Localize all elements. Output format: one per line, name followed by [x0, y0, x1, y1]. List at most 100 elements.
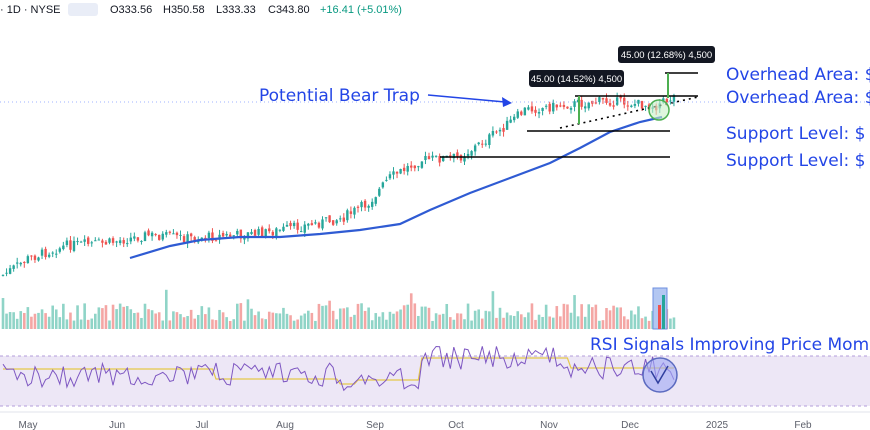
candle-body [62, 245, 65, 250]
candle-body [431, 155, 434, 158]
volume-bar [317, 303, 321, 329]
rsi-highlight-circle [642, 357, 678, 393]
volume-bar [72, 320, 76, 329]
volume-bar [232, 319, 236, 329]
volume-bar [79, 319, 83, 329]
volume-bar [307, 310, 310, 329]
volume-bar [392, 313, 395, 329]
volume-bar [12, 312, 15, 329]
volume-bar [363, 310, 367, 329]
volume-bar [452, 319, 456, 329]
candle-body [147, 230, 150, 236]
candle-body [402, 167, 406, 172]
volume-bar [644, 316, 647, 329]
candle-body [94, 240, 97, 242]
volume-bar [260, 318, 264, 329]
candle-body [342, 217, 345, 222]
volume-bar [378, 316, 381, 329]
candle-body [161, 233, 164, 240]
volume-bar [630, 310, 633, 329]
candle-body [527, 107, 530, 110]
candle-body [143, 232, 147, 242]
volume-bar [445, 303, 449, 329]
volume-bar [619, 307, 622, 329]
candle-body [140, 240, 143, 242]
rsi-band [0, 356, 870, 406]
volume-bar [182, 317, 186, 329]
candle-body [498, 129, 502, 132]
x-tick-label: Dec [621, 420, 639, 430]
volume-bar [427, 307, 431, 329]
candle-body [615, 97, 619, 105]
volume-bar [491, 291, 495, 329]
candle-body [97, 239, 101, 241]
volume-bar [456, 313, 459, 329]
symbol-label[interactable]: · 1D · NYSE [0, 4, 61, 16]
candle-body [253, 230, 257, 236]
candle-body [548, 103, 551, 112]
volume-bar [246, 299, 250, 329]
candle-body [76, 241, 79, 243]
candle-body [182, 236, 186, 243]
candle-body [303, 224, 306, 233]
candle-body [90, 242, 93, 244]
volume-bar [189, 309, 193, 329]
volume-bar [154, 313, 157, 329]
visibility-toggle-button[interactable] [68, 3, 98, 16]
volume-bar [129, 309, 133, 329]
volume-bar [541, 316, 544, 329]
volume-bar [186, 316, 189, 329]
volume-bar [662, 295, 665, 329]
volume-bar [399, 309, 402, 329]
candle-body [285, 224, 289, 227]
bear-trap-arrowhead [502, 97, 512, 107]
candle-body [58, 248, 61, 252]
candle-body [584, 106, 587, 109]
support-label-lower: Support Level: $ [726, 151, 865, 171]
volume-bar [143, 303, 147, 329]
volume-bar [431, 320, 434, 329]
candle-body [381, 182, 385, 188]
volume-bar [463, 319, 466, 329]
volume-bar [420, 306, 424, 329]
measure-label-2: 45.00 (12.68%) 4,500 [621, 50, 712, 61]
volume-bar [179, 314, 182, 329]
candle-body [612, 105, 615, 107]
candle-body [449, 155, 452, 157]
candle-body [232, 235, 235, 237]
candle-body [250, 231, 253, 235]
candle-body [637, 99, 640, 104]
candle-body [65, 240, 69, 246]
volume-bar [118, 303, 122, 329]
volume-bar [271, 312, 275, 329]
measure-label-1-bg [529, 70, 624, 87]
candle-body [392, 171, 395, 175]
bear-trap-label: Potential Bear Trap [259, 86, 420, 106]
volume-bar [466, 303, 470, 329]
candle-body [541, 107, 544, 111]
volume-bar [434, 313, 438, 329]
volume-bar [388, 311, 392, 329]
candle-body [26, 256, 30, 264]
volume-bar [58, 317, 62, 329]
support-label-upper: Support Level: $ [726, 124, 865, 144]
volume-bar [267, 311, 271, 329]
candle-body [246, 232, 250, 239]
volume-bar [125, 306, 129, 329]
volume-bar [424, 306, 427, 329]
candle-body [150, 232, 154, 237]
volume-bar [161, 320, 165, 329]
candle-body [101, 240, 104, 243]
candle-body [278, 229, 282, 231]
candle-body [321, 219, 324, 229]
candle-body [491, 131, 495, 136]
change-value: +16.41 (+5.01%) [320, 4, 402, 16]
volume-bar [349, 316, 353, 329]
volume-bar [97, 307, 101, 329]
measure-label-2-bg [618, 46, 715, 63]
candle-body [640, 101, 644, 109]
volume-bar [328, 300, 331, 329]
candle-body [587, 102, 590, 109]
overhead-label-lower: Overhead Area: $ [726, 88, 870, 108]
